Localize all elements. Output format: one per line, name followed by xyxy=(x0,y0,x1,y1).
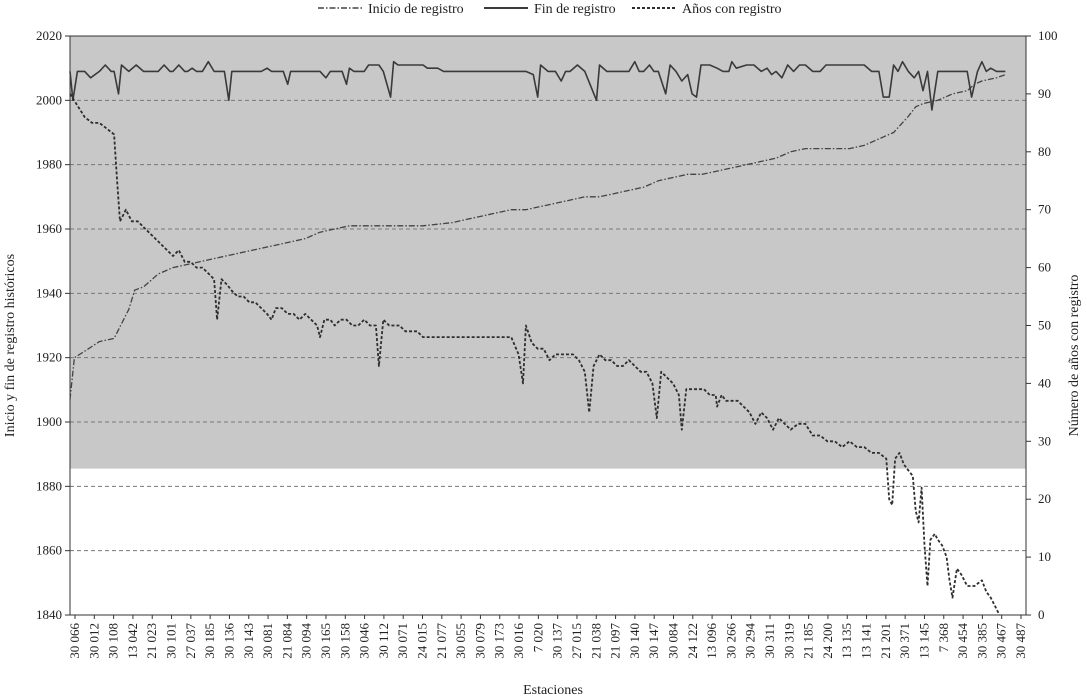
legend-label-anos-con-registro: Años con registro xyxy=(682,2,782,17)
x-tick-label: 21 084 xyxy=(279,623,294,659)
x-tick-label: 30 147 xyxy=(646,623,661,659)
x-tick-label: 13 096 xyxy=(704,623,719,659)
x-tick-label: 30 319 xyxy=(781,623,796,659)
x-tick-label: 21 077 xyxy=(434,623,449,659)
x-tick-label: 21 038 xyxy=(588,623,603,659)
x-tick-label: 7 368 xyxy=(936,623,951,652)
y-right-tick-label: 20 xyxy=(1038,491,1051,506)
y-axis-right-title: Número de años con registro xyxy=(1067,275,1082,437)
y-left-tick-label: 1900 xyxy=(36,414,62,429)
y-right-tick-label: 90 xyxy=(1038,86,1051,101)
x-tick-label: 30 487 xyxy=(1013,623,1028,659)
y-right-tick-label: 0 xyxy=(1038,607,1045,622)
x-tick-label: 30 173 xyxy=(492,623,507,659)
x-tick-label: 30 158 xyxy=(337,623,352,659)
x-axis-title: Estaciones xyxy=(523,683,583,698)
series-line-fin-de-registro xyxy=(69,60,1006,111)
x-tick-label: 30 185 xyxy=(202,623,217,659)
x-tick-label: 30 012 xyxy=(86,623,101,659)
x-tick-label: 13 141 xyxy=(859,623,874,659)
x-tick-label: 30 454 xyxy=(955,623,970,659)
x-tick-label: 30 101 xyxy=(164,623,179,659)
x-tick-label: 30 136 xyxy=(221,623,236,659)
x-tick-label: 7 020 xyxy=(530,623,545,652)
y-left-tick-label: 1960 xyxy=(36,221,62,236)
x-tick-label: 13 135 xyxy=(839,623,854,659)
y-left-tick-label: 1980 xyxy=(36,157,62,172)
x-tick-label: 30 294 xyxy=(743,623,758,659)
x-tick-label: 24 015 xyxy=(415,623,430,659)
y-right-tick-label: 70 xyxy=(1038,202,1051,217)
y-left-tick-label: 1940 xyxy=(36,285,62,300)
y-left-tick-label: 2020 xyxy=(36,28,62,43)
x-tick-label: 21 097 xyxy=(608,623,623,659)
x-tick-label: 30 143 xyxy=(241,623,256,659)
x-tick-label: 30 084 xyxy=(665,623,680,659)
legend-label-fin-de-registro: Fin de registro xyxy=(534,2,616,17)
x-tick-label: 13 042 xyxy=(125,623,140,659)
y-right-tick-label: 50 xyxy=(1038,318,1051,333)
series-line-anos-con-registro xyxy=(69,93,1001,616)
x-tick-label: 30 071 xyxy=(395,623,410,659)
x-tick-label: 21 023 xyxy=(144,623,159,659)
x-tick-label: 30 094 xyxy=(299,623,314,659)
x-tick-label: 24 200 xyxy=(820,623,835,659)
y-right-tick-label: 40 xyxy=(1038,375,1051,390)
x-tick-label: 30 016 xyxy=(511,623,526,659)
x-tick-label: 13 145 xyxy=(916,623,931,659)
x-tick-label: 24 122 xyxy=(685,623,700,659)
x-tick-label: 30 108 xyxy=(106,623,121,659)
x-tick-label: 21 201 xyxy=(878,623,893,659)
x-tick-label: 30 140 xyxy=(627,623,642,659)
x-tick-label: 30 046 xyxy=(357,623,372,659)
series-line-inicio-de-registro xyxy=(69,73,1006,400)
x-tick-label: 30 066 xyxy=(67,623,82,659)
legend-label-inicio-de-registro: Inicio de registro xyxy=(368,2,464,17)
y-right-tick-label: 60 xyxy=(1038,260,1051,275)
x-tick-label: 27 037 xyxy=(183,623,198,659)
y-axis-left-title: Inicio y fin de registro históricos xyxy=(3,254,18,437)
x-tick-label: 30 137 xyxy=(550,623,565,659)
x-tick-label: 27 015 xyxy=(569,623,584,659)
x-tick-label: 30 055 xyxy=(453,623,468,659)
y-right-tick-label: 10 xyxy=(1038,549,1051,564)
y-left-tick-label: 2000 xyxy=(36,92,62,107)
x-tick-label: 30 385 xyxy=(974,623,989,659)
x-tick-label: 30 165 xyxy=(318,623,333,659)
y-left-tick-label: 1880 xyxy=(36,478,62,493)
y-right-tick-label: 100 xyxy=(1038,28,1058,43)
y-left-tick-label: 1860 xyxy=(36,543,62,558)
y-left-tick-label: 1840 xyxy=(36,607,62,622)
y-right-tick-label: 30 xyxy=(1038,433,1051,448)
x-tick-label: 30 112 xyxy=(376,623,391,658)
x-tick-label: 30 311 xyxy=(762,623,777,658)
x-tick-label: 21 185 xyxy=(801,623,816,659)
y-left-tick-label: 1920 xyxy=(36,350,62,365)
x-tick-label: 30 081 xyxy=(260,623,275,659)
x-tick-label: 30 467 xyxy=(994,623,1009,659)
x-tick-label: 30 079 xyxy=(472,623,487,659)
x-tick-label: 30 371 xyxy=(897,623,912,659)
x-tick-label: 30 266 xyxy=(723,623,738,659)
shaded-band xyxy=(70,36,1026,469)
y-right-tick-label: 80 xyxy=(1038,144,1051,159)
